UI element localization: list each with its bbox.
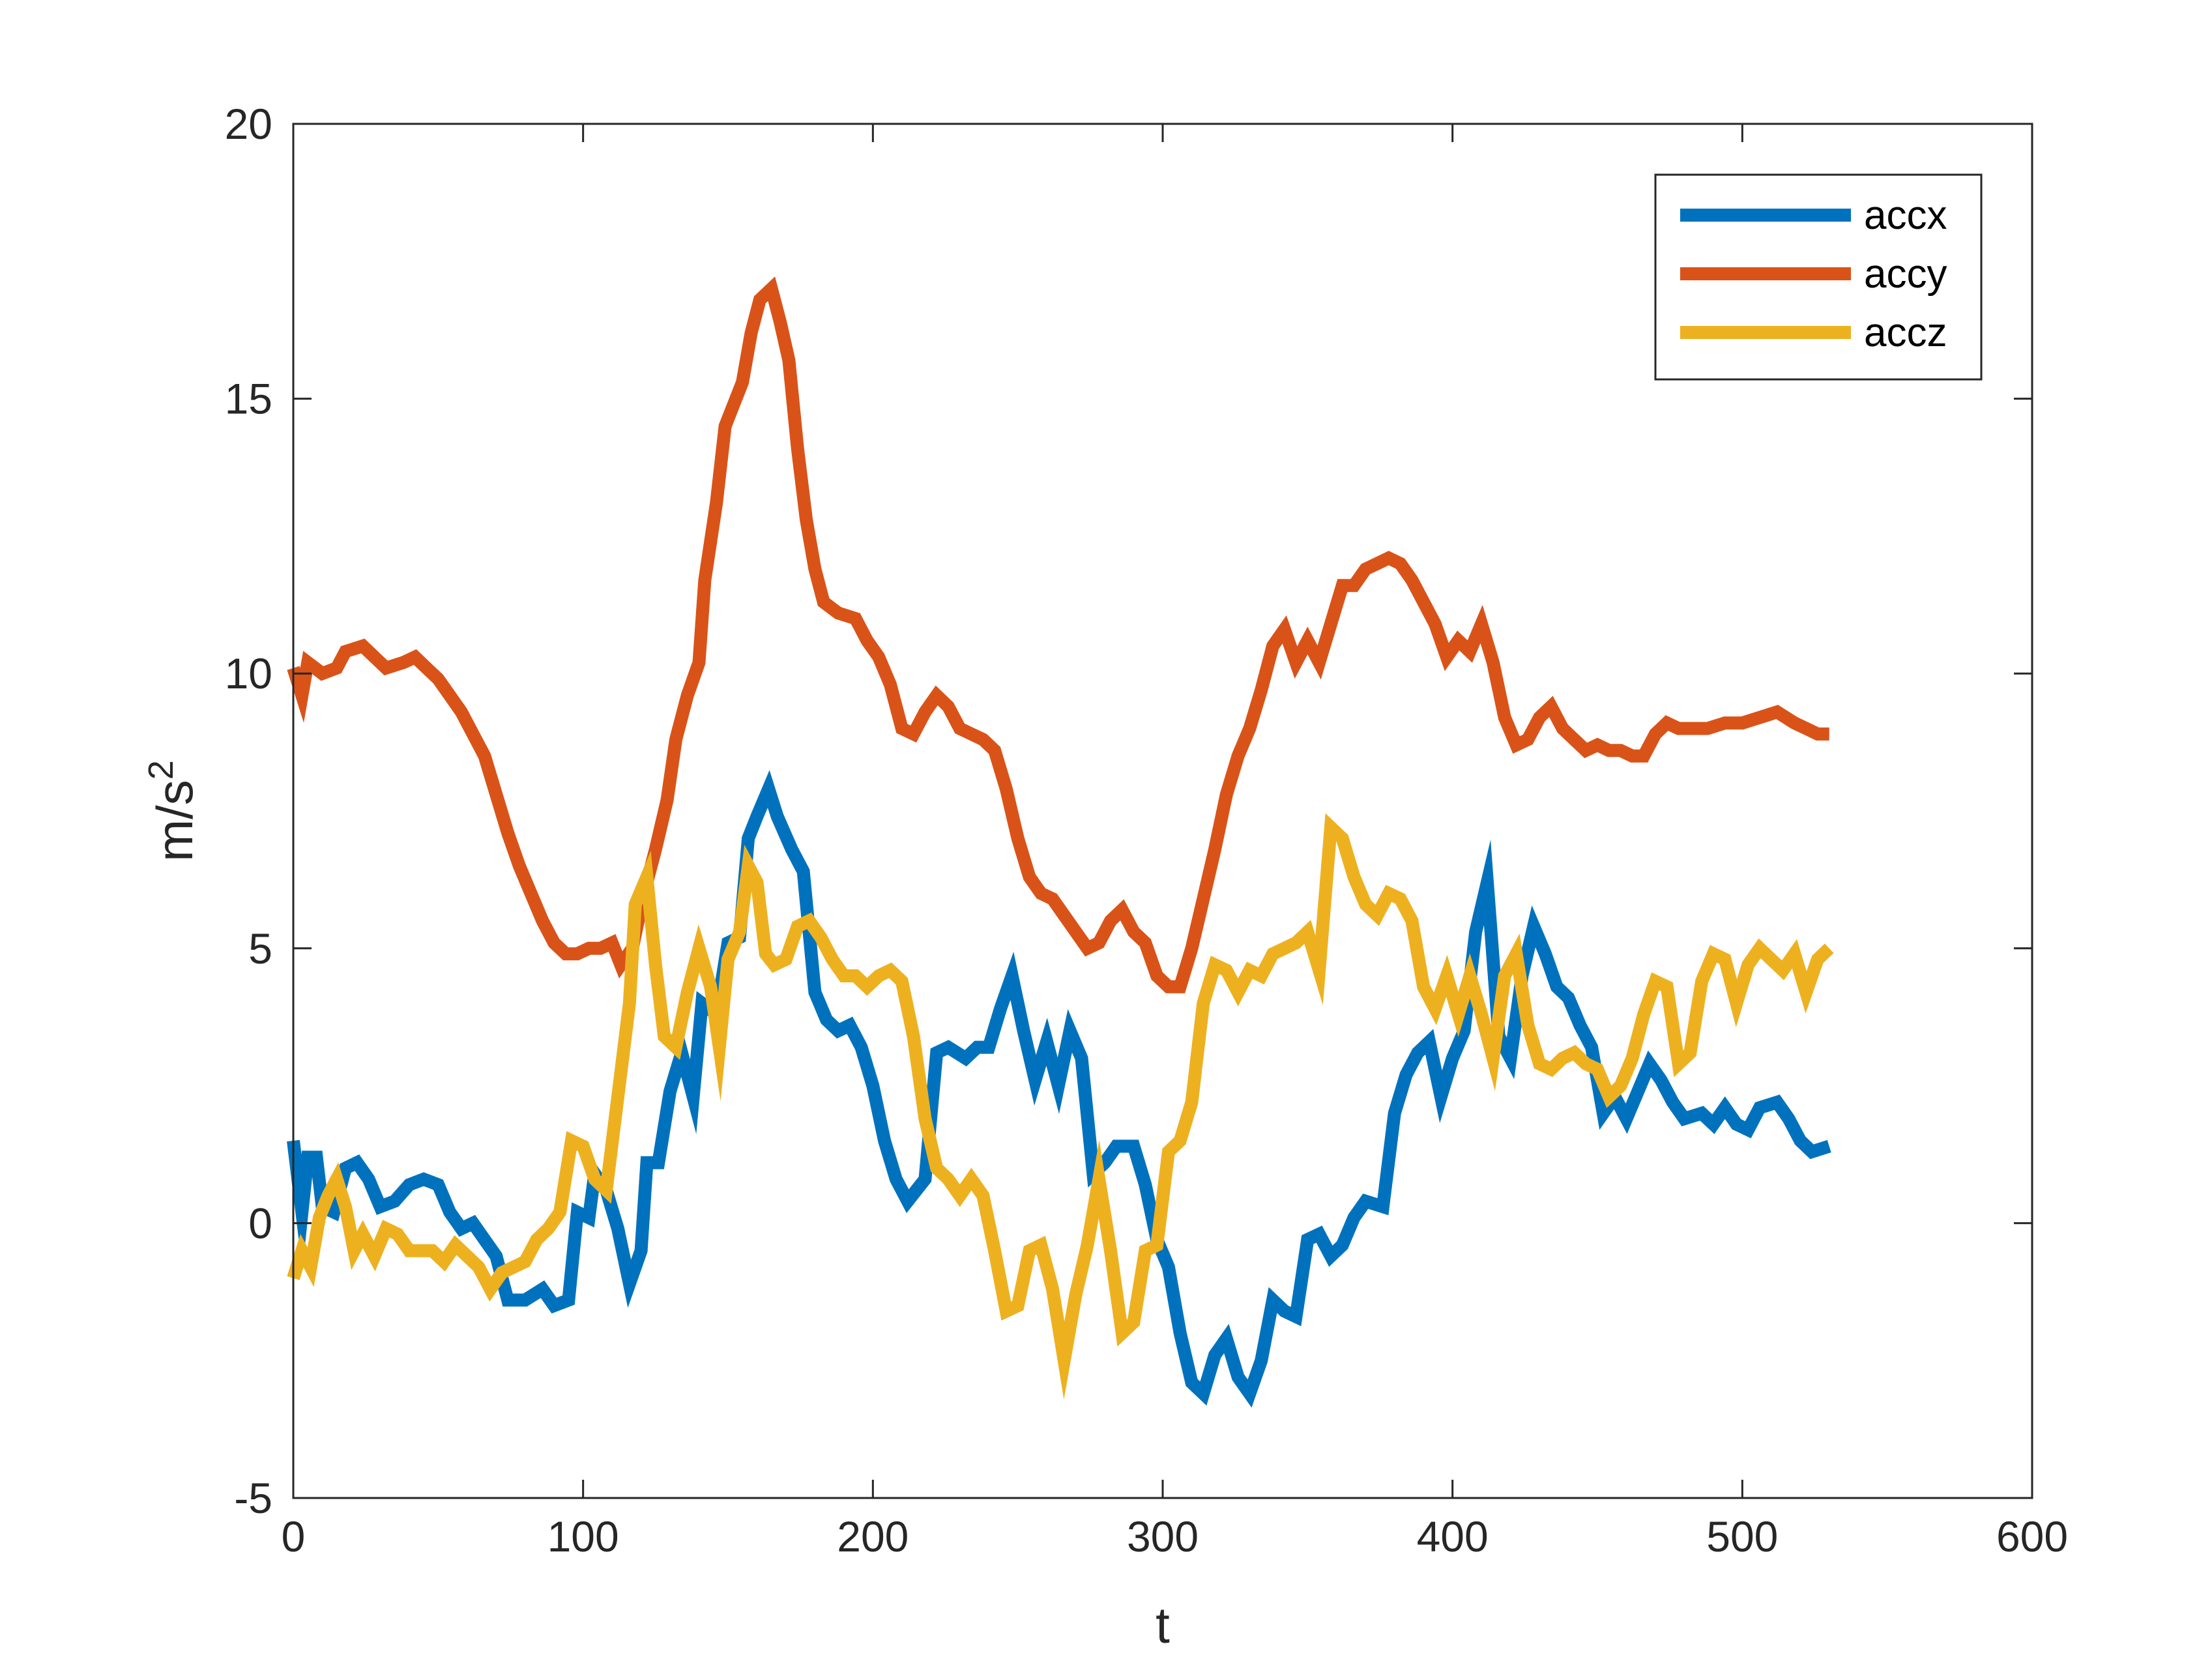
legend-label-accx: accx — [1864, 193, 1947, 238]
series-line-accx — [287, 770, 1831, 1408]
x-tick-label: 400 — [1417, 1512, 1489, 1561]
legend: accx accy accz — [1654, 173, 1983, 381]
y-tick-label: 15 — [225, 375, 272, 423]
x-tick-label: 0 — [282, 1512, 306, 1561]
y-tick-label: -5 — [234, 1474, 272, 1522]
y-tick-label: 10 — [225, 649, 272, 697]
series-layer — [287, 276, 1834, 1408]
x-tick-label: 500 — [1706, 1512, 1778, 1561]
x-tick-label: 300 — [1127, 1512, 1199, 1561]
x-tick-label: 100 — [547, 1512, 619, 1561]
y-axis-label: m/s2 — [141, 760, 203, 862]
legend-label-accy: accy — [1864, 252, 1947, 297]
series-line-accz — [287, 813, 1834, 1400]
y-tick-label: 5 — [248, 924, 272, 973]
series-line-accy — [287, 276, 1829, 993]
x-tick-label: 200 — [837, 1512, 909, 1561]
y-tick-label: 20 — [225, 100, 272, 148]
x-axis-label: t — [1156, 1596, 1170, 1654]
y-tick-label: 0 — [248, 1199, 272, 1247]
legend-label-accz: accz — [1864, 310, 1947, 355]
x-tick-label: 600 — [1996, 1512, 2068, 1561]
